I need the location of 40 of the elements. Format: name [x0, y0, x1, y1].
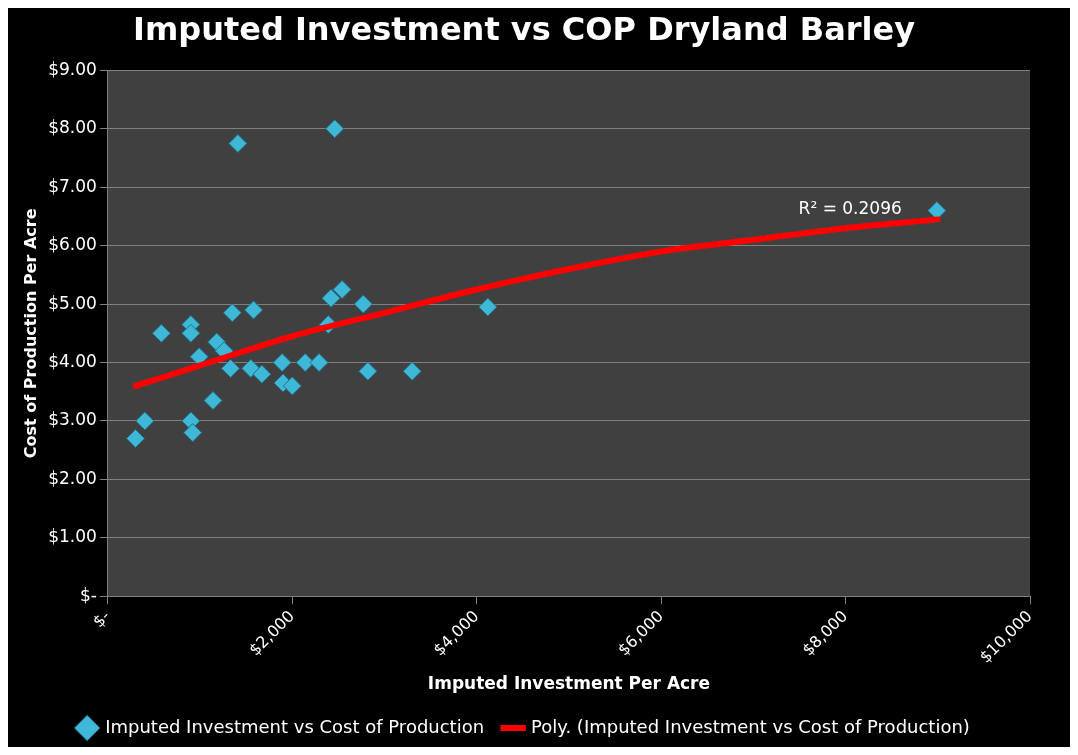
- point: [135, 411, 155, 431]
- point: [282, 376, 302, 396]
- y-tick-label: $-: [79, 584, 97, 605]
- point: [222, 303, 242, 323]
- legend-label: Imputed Investment vs Cost of Production: [105, 715, 485, 737]
- point: [221, 358, 241, 378]
- point: [252, 364, 272, 384]
- y-tick-label: $2.00: [48, 467, 97, 488]
- point: [478, 297, 498, 317]
- point: [309, 353, 329, 373]
- y-tick-label: $4.00: [48, 350, 97, 371]
- y-tick-label: $1.00: [48, 526, 97, 547]
- point: [183, 423, 203, 443]
- point: [332, 280, 352, 299]
- point: [241, 358, 261, 378]
- point: [272, 353, 292, 373]
- point: [353, 294, 373, 314]
- y-tick-label: $5.00: [48, 292, 97, 313]
- point: [402, 361, 422, 381]
- point: [228, 133, 248, 153]
- legend-label: Poly. (Imputed Investment vs Cost of Production): [531, 715, 970, 737]
- point: [321, 288, 341, 308]
- point: [203, 391, 223, 411]
- y-tick-label: $3.00: [48, 409, 97, 430]
- x-tick-label: $-: [88, 606, 114, 632]
- chart-title: Imputed Investment vs COP Dryland Barley: [132, 9, 916, 48]
- y-tick-label: $9.00: [48, 58, 97, 79]
- point: [151, 323, 171, 343]
- point: [244, 300, 264, 320]
- point: [295, 353, 315, 373]
- y-tick-label: $8.00: [48, 117, 97, 138]
- point: [358, 361, 378, 381]
- annotation: R² = 0.2096: [798, 197, 902, 218]
- point: [181, 323, 201, 343]
- point: [325, 119, 345, 139]
- point: [126, 428, 146, 448]
- y-tick-label: $7.00: [48, 175, 97, 196]
- y-tick-label: $6.00: [48, 234, 97, 255]
- y-axis-title: Cost of Production Per Acre: [20, 208, 40, 459]
- x-axis-title: Imputed Investment Per Acre: [427, 673, 711, 694]
